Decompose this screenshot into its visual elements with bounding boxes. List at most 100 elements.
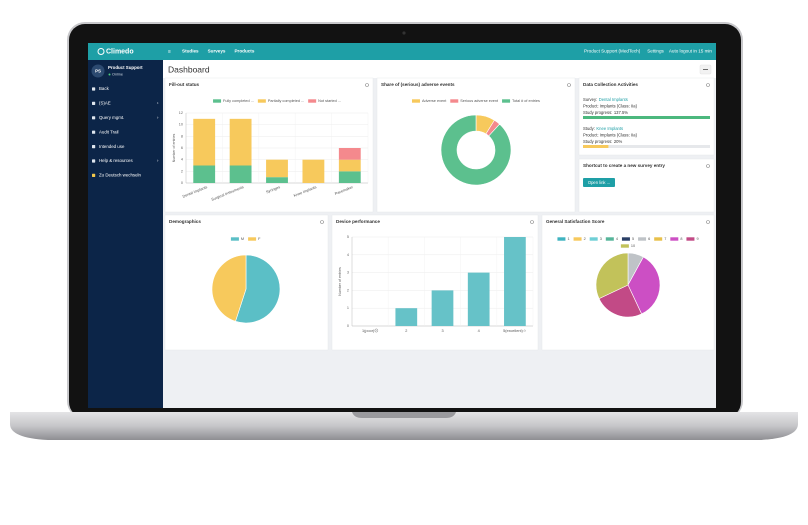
- sidebar-menu-item[interactable]: Audit Trail: [99, 129, 119, 134]
- legend-item: Fully completed ...: [213, 99, 254, 103]
- settings-link[interactable]: Settings: [647, 49, 664, 54]
- x-tick-label: 4: [478, 329, 480, 333]
- chevron: ›: [157, 158, 159, 163]
- y-tick-label: 4: [181, 158, 183, 162]
- legend-item: Partially completed ...: [257, 99, 304, 103]
- y-tick-label: 0: [347, 324, 349, 328]
- nav-link[interactable]: Products: [234, 49, 254, 54]
- sidebar-menu-item[interactable]: (S)AE: [99, 101, 111, 106]
- y-tick-label: 3: [347, 271, 349, 275]
- entry-label: Study:: [583, 126, 595, 131]
- menu-icon: [92, 159, 96, 163]
- legend-label: 2: [584, 237, 586, 241]
- open-link-button[interactable]: [583, 178, 615, 187]
- legend-swatch: [257, 99, 266, 103]
- legend-label: Partially completed ...: [268, 99, 304, 103]
- pie-slice: [440, 114, 512, 186]
- legend-label: F: [258, 237, 261, 241]
- widget-settings[interactable]: [706, 220, 710, 224]
- legend-swatch: [502, 99, 511, 103]
- legend-swatch: [248, 237, 257, 241]
- sidebar: [88, 60, 163, 408]
- page-header: [163, 60, 716, 78]
- legend-swatch: [557, 237, 566, 241]
- legend-item: 8: [670, 237, 682, 241]
- legend-label: Total # of entries: [512, 99, 540, 103]
- legend-label: 4: [616, 237, 618, 241]
- progress-track: [583, 145, 710, 148]
- status-dot: [108, 73, 111, 76]
- sidebar-menu-item[interactable]: Intended use: [99, 144, 125, 149]
- widget-title: Demographics: [169, 219, 201, 224]
- bar: [266, 177, 288, 183]
- legend: Adverse event Serious adverse event Total …: [411, 99, 540, 103]
- legend-item: 3: [589, 237, 602, 241]
- legend-swatch: [620, 244, 629, 248]
- user-name: Product Support: [108, 65, 143, 70]
- y-axis-label: Number of entries: [172, 134, 176, 163]
- legend-swatch: [589, 237, 598, 241]
- progress-value: 20%: [614, 139, 623, 144]
- open-link-label[interactable]: Open link ...: [588, 180, 610, 185]
- page-title: Dashboard: [168, 64, 210, 74]
- legend-swatch: [411, 99, 420, 103]
- pie-slice: [595, 252, 629, 300]
- bar: [193, 165, 216, 183]
- widget-settings[interactable]: [567, 83, 571, 87]
- widget-settings[interactable]: [365, 83, 369, 87]
- widget-title: Share of (serious) adverse events: [381, 82, 455, 87]
- pie-slice: [627, 256, 661, 315]
- bar: [338, 159, 361, 172]
- legend-item: 6: [638, 237, 650, 241]
- x-tick-label: 3: [441, 329, 443, 333]
- auto-logout: Auto logout in 15 min: [669, 49, 713, 54]
- widget-settings[interactable]: [530, 220, 534, 224]
- legend-item: 4: [605, 237, 618, 241]
- widget-card: [376, 77, 576, 213]
- x-tick-label: 1(poor)☹: [362, 328, 378, 333]
- sidebar-menu-item[interactable]: Help & resources: [99, 158, 133, 163]
- bar: [395, 308, 418, 326]
- x-tick-label: 2: [405, 329, 407, 333]
- entry-link[interactable]: Dental Implants: [599, 97, 628, 102]
- y-axis-label: Number of entries: [338, 267, 342, 296]
- y-tick-label: 6: [181, 146, 183, 150]
- widget-title: Data Collection Activities: [583, 82, 638, 87]
- legend-label: Adverse event: [422, 99, 447, 103]
- bar: [229, 165, 252, 183]
- widget-card: [331, 214, 539, 351]
- progress-value: 137.5%: [614, 110, 628, 115]
- legend-label: Serious adverse event: [460, 99, 499, 103]
- nav-link[interactable]: Studies: [182, 49, 199, 54]
- widget-settings[interactable]: [320, 220, 324, 224]
- sidebar-menu-item[interactable]: Zu Deutsch wechseln: [99, 173, 142, 178]
- bar: [338, 148, 361, 160]
- legend-swatch: [573, 237, 582, 241]
- progress-clip: [583, 116, 710, 119]
- widget-settings[interactable]: [706, 83, 710, 87]
- legend-item: 10: [620, 244, 635, 248]
- account-name[interactable]: Product Support (MedTech): [584, 49, 641, 54]
- legend-item: Serious adverse event: [450, 99, 499, 103]
- legend-swatch: [308, 99, 317, 103]
- widget-settings[interactable]: [706, 164, 710, 168]
- sidebar-menu-item[interactable]: Query mgmt.: [99, 115, 124, 120]
- top-bar: [88, 43, 716, 60]
- nav-link[interactable]: Surveys: [208, 49, 226, 54]
- legend-item: 2: [573, 237, 586, 241]
- entry-link[interactable]: Knee Implants: [596, 126, 623, 131]
- legend-item: 7: [654, 237, 666, 241]
- logo-icon: [97, 48, 105, 55]
- legend-item: 9: [686, 237, 699, 241]
- bar: [467, 272, 490, 326]
- widget-title: Device performance: [336, 219, 380, 224]
- sidebar-menu-item[interactable]: Back: [99, 86, 110, 91]
- y-tick-label: 12: [179, 111, 183, 115]
- progress-label: Study progress:: [583, 139, 612, 144]
- user-status: Online: [112, 73, 123, 77]
- y-tick-label: 8: [181, 134, 183, 138]
- entry-product: Product: Implants (Class: IIa): [583, 104, 638, 109]
- legend-label: 1: [567, 237, 569, 241]
